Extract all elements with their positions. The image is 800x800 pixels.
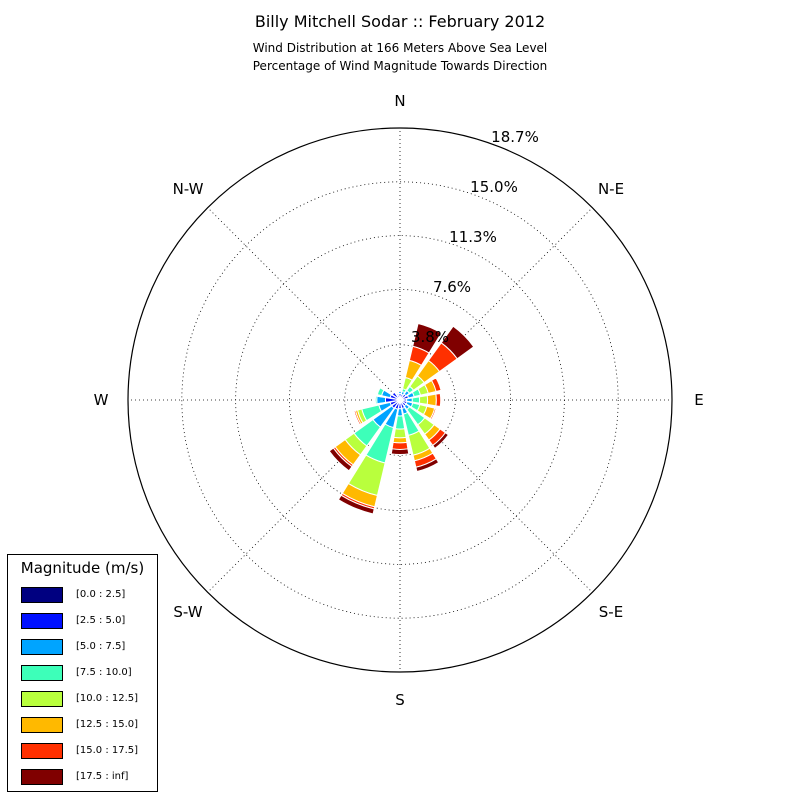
direction-label-s: S bbox=[395, 691, 405, 709]
legend-label: [5.0 : 7.5] bbox=[76, 641, 126, 652]
wedge-dir-90-bin-6 bbox=[435, 392, 442, 408]
wedge-dir-180-bin-5 bbox=[392, 436, 408, 444]
grid-spoke bbox=[399, 399, 593, 593]
wedge-dir-157.5-bin-7 bbox=[415, 458, 440, 473]
radial-tick-label: 3.8% bbox=[411, 328, 449, 346]
outer-circle bbox=[127, 127, 673, 673]
legend-swatch bbox=[21, 587, 63, 603]
legend-swatch bbox=[21, 613, 63, 629]
wedge-dir-112.5-bin-7 bbox=[430, 407, 438, 421]
grid-circle bbox=[289, 289, 511, 511]
chart-title: Billy Mitchell Sodar :: February 2012 bbox=[254, 12, 546, 31]
wedge-dir-270-bin-2 bbox=[376, 395, 387, 405]
radial-tick-label: 15.0% bbox=[470, 178, 518, 196]
wedge-dir-22.5-bin-7 bbox=[412, 322, 442, 354]
wedge-dir-270-bin-3 bbox=[374, 395, 378, 405]
wedge-dir-67.5-bin-6 bbox=[430, 377, 442, 393]
legend-swatch bbox=[21, 769, 63, 785]
grid-spoke bbox=[399, 207, 593, 401]
legend-label: [10.0 : 12.5] bbox=[76, 693, 139, 704]
wedge-dir-180-bin-4 bbox=[393, 428, 407, 439]
direction-label-s-w: S-W bbox=[173, 603, 202, 621]
wedge-dir-337.5-bin-3 bbox=[395, 392, 400, 396]
wedge-dir-180-bin-3 bbox=[394, 415, 406, 430]
legend-swatch bbox=[21, 691, 63, 707]
legend-label: [15.0 : 17.5] bbox=[76, 745, 139, 756]
wedge-dir-247.5-bin-7 bbox=[352, 410, 361, 426]
grid-circle bbox=[344, 344, 456, 456]
wedge-dir-90-bin-4 bbox=[418, 395, 429, 405]
wedge-dir-202.5-bin-7 bbox=[337, 494, 375, 515]
radial-tick-label: 7.6% bbox=[433, 278, 471, 296]
grid-circle bbox=[181, 181, 619, 619]
wedge-dir-90-bin-5 bbox=[426, 393, 437, 407]
legend-label: [12.5 : 15.0] bbox=[76, 719, 139, 730]
grid-spoke bbox=[207, 399, 401, 593]
legend: Magnitude (m/s) [0.0 : 2.5] [2.5 : 5.0] [5… bbox=[7, 554, 158, 792]
direction-label-n-e: N-E bbox=[598, 180, 624, 198]
legend-title: Magnitude (m/s) bbox=[20, 559, 145, 577]
wedge-dir-292.5-bin-3 bbox=[376, 387, 385, 397]
legend-swatch bbox=[21, 639, 63, 655]
legend-swatch bbox=[21, 743, 63, 759]
legend-label: [7.5 : 10.0] bbox=[76, 667, 132, 678]
legend-label: [17.5 : inf] bbox=[76, 771, 129, 782]
direction-label-s-e: S-E bbox=[599, 603, 623, 621]
direction-label-e: E bbox=[694, 391, 703, 409]
legend-label: [2.5 : 5.0] bbox=[76, 615, 126, 626]
direction-label-w: W bbox=[94, 391, 109, 409]
direction-label-n-w: N-W bbox=[173, 180, 204, 198]
wedge-dir-180-bin-7 bbox=[390, 448, 410, 456]
radial-tick-label: 11.3% bbox=[449, 228, 497, 246]
legend-label: [0.0 : 2.5] bbox=[76, 589, 126, 600]
wedge-dir-45-bin-7 bbox=[440, 325, 475, 360]
legend-swatch bbox=[21, 717, 63, 733]
wedge-dir-0-bin-3 bbox=[397, 390, 403, 392]
wedge-dir-225-bin-7 bbox=[328, 447, 353, 472]
legend-swatch bbox=[21, 665, 63, 681]
grid-spoke bbox=[207, 207, 401, 401]
wedge-dir-135-bin-7 bbox=[432, 432, 450, 450]
wedge-dir-90-bin-3 bbox=[411, 396, 421, 404]
radial-tick-label: 18.7% bbox=[491, 128, 539, 146]
wedge-dir-180-bin-6 bbox=[391, 441, 409, 450]
chart-subtitle-line1: Wind Distribution at 166 Meters Above Se… bbox=[252, 41, 548, 55]
direction-label-n: N bbox=[394, 92, 405, 110]
chart-subtitle-line2: Percentage of Wind Magnitude Towards Dir… bbox=[252, 59, 548, 73]
